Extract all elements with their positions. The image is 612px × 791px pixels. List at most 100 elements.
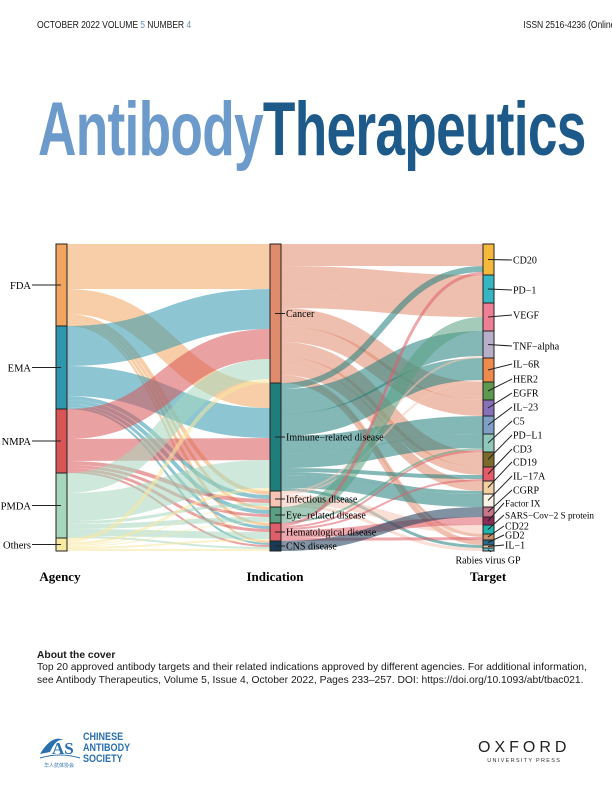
indication-target-flow xyxy=(280,450,484,528)
target-label: CD3 xyxy=(513,445,532,456)
agency-indication-flow xyxy=(66,460,271,521)
indication-label: Cancer xyxy=(286,309,315,320)
label-leader xyxy=(487,378,513,392)
about-heading: About the cover xyxy=(37,650,116,661)
about-text: Top 20 approved antibody targets and the… xyxy=(37,662,587,686)
journal-title: AntibodyTherapeutics xyxy=(38,92,586,168)
indication-target-flow xyxy=(280,537,484,541)
cas-line3: SOCIETY xyxy=(83,753,123,765)
number-label: NUMBER xyxy=(147,20,185,31)
volume-number: 5 xyxy=(140,20,145,31)
target-label: SARS−Cov−2 S protein xyxy=(505,511,594,521)
target-label: EGFR xyxy=(513,389,539,400)
target-label: IL−17A xyxy=(513,472,546,483)
label-leader xyxy=(487,344,513,347)
target-label: IL−23 xyxy=(513,403,538,414)
indication-target-flow xyxy=(280,434,484,468)
label-leader xyxy=(487,534,505,543)
issue-number: 4 xyxy=(186,20,192,31)
target-label: IL−6R xyxy=(513,360,540,371)
indication-label: CNS disease xyxy=(286,542,337,553)
sankey-diagram: FDA EMA NMPA PMDA Others Cancer Immune−related… xyxy=(1,243,594,584)
label-leader xyxy=(487,363,513,371)
target-label: VEGF xyxy=(513,311,540,322)
agency-indication-flow xyxy=(66,359,271,493)
target-label: CD22 xyxy=(505,522,529,533)
issn: ISSN 2516-4236 (Online) xyxy=(523,20,612,31)
cas-line2: ANTIBODY xyxy=(83,742,131,754)
indication-target-flow xyxy=(280,317,484,521)
agency-label: PMDA xyxy=(1,502,32,513)
agency-label: NMPA xyxy=(2,437,32,448)
agency-indication-flow xyxy=(66,517,271,529)
label-leader xyxy=(487,406,513,426)
cas-logo: AS CHINESE ANTIBODY SOCIETY 华人抗体协会 xyxy=(38,732,130,769)
target-label: TNF−alpha xyxy=(513,342,560,353)
label-leader xyxy=(487,544,505,547)
target-label: CGRP xyxy=(513,486,540,497)
label-leader xyxy=(487,525,505,538)
indication-target-flow xyxy=(280,507,484,551)
agency-indication-flow xyxy=(66,539,271,549)
label-leader xyxy=(487,461,513,488)
indication-target-flow xyxy=(280,472,484,494)
target-label: Factor IX xyxy=(505,499,541,509)
agency-indication-flow xyxy=(66,506,271,546)
issue-info: OCTOBER 2022 VOLUME 5 NUMBER 4 xyxy=(37,20,191,31)
indication-target-flow xyxy=(280,380,484,495)
indication-target-flow xyxy=(280,308,484,400)
indication-target-flow xyxy=(280,294,484,317)
agency-indication-flow xyxy=(66,503,271,524)
svg-text:AS: AS xyxy=(52,739,74,758)
agency-label: Others xyxy=(3,541,31,552)
target-label: CD20 xyxy=(513,256,537,267)
label-leader xyxy=(487,434,513,460)
label-leader xyxy=(487,259,513,261)
axis-label-agency: Agency xyxy=(39,569,81,584)
indication-label: Infectious disease xyxy=(286,495,358,506)
label-leader xyxy=(487,549,492,553)
about-the-cover: About the cover Top 20 approved antibody … xyxy=(37,650,597,687)
axis-label-indication: Indication xyxy=(246,569,304,584)
oup-line1: OXFORD xyxy=(478,739,571,756)
oup-line2: UNIVERSITY PRESS xyxy=(487,758,562,764)
title-part-antibody: Antibody xyxy=(38,87,264,172)
indication-target-flow xyxy=(280,331,484,414)
axis-label-target: Target xyxy=(470,569,507,584)
label-leader xyxy=(487,420,513,444)
agency-indication-flow xyxy=(66,522,271,547)
label-leader xyxy=(487,314,513,318)
label-leader xyxy=(487,448,513,475)
target-label: CD19 xyxy=(513,458,537,469)
indication-target-flow xyxy=(280,272,484,526)
label-leader xyxy=(487,392,513,409)
indication-target-flow xyxy=(280,468,484,479)
date-volume: OCTOBER 2022 VOLUME xyxy=(37,20,138,31)
target-label: Rabies virus GP xyxy=(456,556,521,567)
agency-indication-flow xyxy=(66,329,271,439)
cas-line1: CHINESE xyxy=(83,731,124,743)
target-label: HER2 xyxy=(513,375,538,386)
indication-target-flow xyxy=(280,416,484,454)
target-label: PD−L1 xyxy=(513,431,543,442)
title-part-therapeutics: Therapeutics xyxy=(262,87,586,172)
label-leader xyxy=(487,502,505,522)
indication-target-flow xyxy=(280,266,484,389)
agency-indication-flow xyxy=(66,289,271,366)
indication-label: Immune−related disease xyxy=(286,433,384,444)
cas-emblem-icon: AS xyxy=(39,738,81,759)
agency-label: FDA xyxy=(10,281,31,292)
label-leader xyxy=(487,514,505,530)
agency-label: EMA xyxy=(8,364,32,375)
target-label: PD−1 xyxy=(513,286,536,297)
label-leader xyxy=(487,489,513,513)
indication-target-flow xyxy=(280,479,484,530)
indication-label: Hematological disease xyxy=(286,528,377,539)
label-leader xyxy=(487,288,513,291)
target-label: GD2 xyxy=(505,531,524,542)
indication-target-flow xyxy=(280,266,484,303)
oup-logo: OXFORD UNIVERSITY PRESS xyxy=(478,739,570,764)
indication-label: Eye−related disease xyxy=(286,511,366,522)
agency-indication-flow xyxy=(66,536,271,549)
indication-target-flow xyxy=(280,448,484,523)
